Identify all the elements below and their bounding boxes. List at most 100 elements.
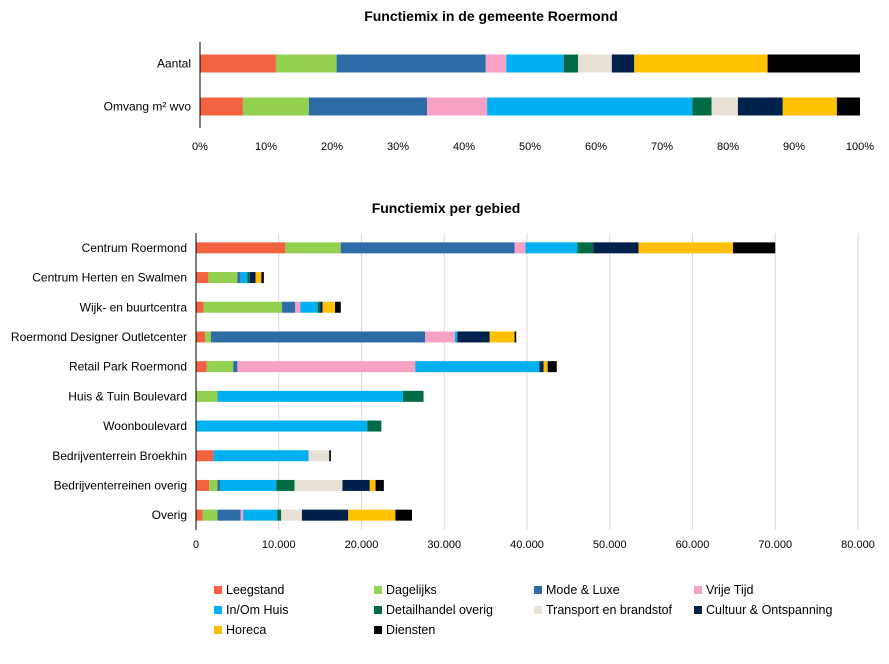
chart2-bar-cultuur-ontspanning-wijk-en-buurtcentra <box>320 301 323 313</box>
chart2-bar-in-om-huis-roermond-designer-outletcenter <box>455 331 458 343</box>
chart1-bar-cultuur-ontspanning-omvang-m-wvo <box>737 97 783 116</box>
chart2-category-label: Wijk- en buurtcentra <box>80 300 188 314</box>
chart2-bar-diensten-overig <box>395 509 412 521</box>
chart2-tick-label: 50.000 <box>593 539 627 551</box>
legend-swatch <box>214 586 222 594</box>
legend-item-diensten: Diensten <box>374 623 435 637</box>
chart2-bar-mode-luxe-centrum-herten-en-swalmen <box>237 272 241 284</box>
chart2-bar-in-om-huis-centrum-roermond <box>525 242 578 254</box>
chart2-bar-leegstand-overig <box>196 509 203 521</box>
chart2-tick-label: 70.000 <box>758 539 792 551</box>
chart2-category-label: Bedrijventerreinen overig <box>54 478 187 492</box>
chart2-bar-detailhandel-overig-bedrijventerreinen-overig <box>276 479 295 491</box>
chart2-category-label: Woonboulevard <box>103 419 187 433</box>
legend-label: Leegstand <box>226 583 285 597</box>
chart2-category-label: Overig <box>152 508 187 522</box>
chart2-tick-label: 30.000 <box>427 539 461 551</box>
legend-swatch <box>374 586 382 594</box>
chart2-bar-horeca-bedrijventerreinen-overig <box>369 479 376 491</box>
chart2-bar-mode-luxe-wijk-en-buurtcentra <box>282 301 296 313</box>
chart2-bar-in-om-huis-overig <box>243 509 278 521</box>
chart2-bar-transport-en-brandstof-bedrijventerreinen-overig <box>294 479 343 491</box>
chart2-tick-label: 60.000 <box>676 539 710 551</box>
chart1-bar-mode-luxe-omvang-m-wvo <box>308 97 428 116</box>
chart2-bar-dagelijks-retail-park-roermond <box>206 361 234 373</box>
chart1-tick-label: 80% <box>717 141 739 153</box>
chart1-bar-vrije-tijd-aantal <box>485 54 507 73</box>
legend-swatch <box>694 586 702 594</box>
legend-swatch <box>534 586 542 594</box>
legend-swatch <box>374 626 382 634</box>
chart2-bar-in-om-huis-woonboulevard <box>196 420 368 432</box>
chart2-bar-dagelijks-roermond-designer-outletcenter <box>205 331 211 343</box>
chart1-bar-horeca-omvang-m-wvo <box>782 97 837 116</box>
legend-item-detailhandel-overig: Detailhandel overig <box>374 603 493 617</box>
legend-item-cultuur-ontspanning: Cultuur & Ontspanning <box>694 603 832 617</box>
chart2-bar-horeca-roermond-designer-outletcenter <box>489 331 515 343</box>
chart2-bar-vrije-tijd-centrum-roermond <box>514 242 526 254</box>
chart1-bar-diensten-aantal <box>767 54 860 73</box>
legend-label: Transport en brandstof <box>546 603 672 617</box>
chart2-bar-horeca-overig <box>348 509 396 521</box>
chart2-category-label: Centrum Herten en Swalmen <box>32 271 187 285</box>
chart2-bar-transport-en-brandstof-bedrijventerrein-broekhin <box>308 450 330 462</box>
chart2-bar-cultuur-ontspanning-centrum-herten-en-swalmen <box>249 272 256 284</box>
chart1-tick-label: 20% <box>321 141 343 153</box>
chart2-bar-detailhandel-overig-centrum-roermond <box>577 242 594 254</box>
chart1-bar-transport-en-brandstof-omvang-m-wvo <box>711 97 738 116</box>
legend-label: Cultuur & Ontspanning <box>706 603 833 617</box>
chart2-bar-horeca-wijk-en-buurtcentra <box>322 301 336 313</box>
legend-swatch <box>214 606 222 614</box>
chart2-bar-in-om-huis-huis-tuin-boulevard <box>217 390 403 402</box>
chart2-category-label: Huis & Tuin Boulevard <box>68 389 187 403</box>
chart2-bar-dagelijks-bedrijventerreinen-overig <box>209 479 218 491</box>
chart1-title: Functiemix in de gemeente Roermond <box>364 8 618 24</box>
chart2-bar-cultuur-ontspanning-bedrijventerreinen-overig <box>342 479 370 491</box>
chart2-bar-leegstand-roermond-designer-outletcenter <box>196 331 206 343</box>
chart2-bar-in-om-huis-bedrijventerreinen-overig <box>219 479 277 491</box>
chart2-bar-diensten-bedrijventerrein-broekhin <box>329 450 331 462</box>
chart2-bar-dagelijks-centrum-herten-en-swalmen <box>208 272 238 284</box>
chart2-bar-dagelijks-overig <box>202 509 218 521</box>
chart2-bar-mode-luxe-bedrijventerreinen-overig <box>217 479 220 491</box>
chart2-category-label: Retail Park Roermond <box>69 360 187 374</box>
chart2-bar-detailhandel-overig-wijk-en-buurtcentra <box>317 301 321 313</box>
chart1-bar-leegstand-aantal <box>200 54 276 73</box>
chart1-bar-dagelijks-aantal <box>275 54 337 73</box>
chart2-bar-in-om-huis-retail-park-roermond <box>415 361 540 373</box>
chart2-bar-detailhandel-overig-centrum-herten-en-swalmen <box>247 272 250 284</box>
chart1-bar-vrije-tijd-omvang-m-wvo <box>427 97 488 116</box>
chart1-tick-label: 50% <box>519 141 541 153</box>
chart1-tick-label: 90% <box>783 141 805 153</box>
chart2-bar-in-om-huis-bedrijventerrein-broekhin <box>213 450 309 462</box>
chart2-bar-horeca-centrum-roermond <box>638 242 734 254</box>
chart2-bar-dagelijks-huis-tuin-boulevard <box>196 390 218 402</box>
chart1-tick-label: 100% <box>846 141 874 153</box>
chart1-plot: Aantal Omvang m² wvo 0% 10% 20% 30% 40% 50% 60% 7… <box>104 42 874 153</box>
legend-swatch <box>214 626 222 634</box>
chart2-bar-diensten-bedrijventerreinen-overig <box>375 479 384 491</box>
chart2-bar-horeca-centrum-herten-en-swalmen <box>255 272 262 284</box>
chart2-bar-cultuur-ontspanning-roermond-designer-outletcenter <box>457 331 490 343</box>
legend-item-vrije-tijd: Vrije Tijd <box>694 583 753 597</box>
chart2-bar-detailhandel-overig-overig <box>277 509 282 521</box>
chart2-bar-diensten-retail-park-roermond <box>547 361 557 373</box>
chart1-bar-mode-luxe-aantal <box>336 54 486 73</box>
chart2-title: Functiemix per gebied <box>372 200 521 216</box>
chart1-bar-leegstand-omvang-m-wvo <box>200 97 243 116</box>
chart1-tick-label: 0% <box>192 141 208 153</box>
legend-item-horeca: Horeca <box>214 623 266 637</box>
legend-item-leegstand: Leegstand <box>214 583 284 597</box>
chart2-plot: Centrum Roermond Centrum Herten en Swalme… <box>11 233 875 551</box>
legend-swatch <box>534 606 542 614</box>
chart2-tick-label: 20.000 <box>345 539 379 551</box>
chart1-bar-dagelijks-omvang-m-wvo <box>242 97 309 116</box>
chart2-tick-label: 40.000 <box>510 539 544 551</box>
chart2-bar-vrije-tijd-roermond-designer-outletcenter <box>425 331 456 343</box>
chart2-tick-label: 80.000 <box>841 539 875 551</box>
chart2-bar-dagelijks-wijk-en-buurtcentra <box>203 301 283 313</box>
chart1-tick-label: 60% <box>585 141 607 153</box>
chart2-bar-leegstand-centrum-roermond <box>196 242 286 254</box>
chart2-bar-mode-luxe-retail-park-roermond <box>233 361 238 373</box>
